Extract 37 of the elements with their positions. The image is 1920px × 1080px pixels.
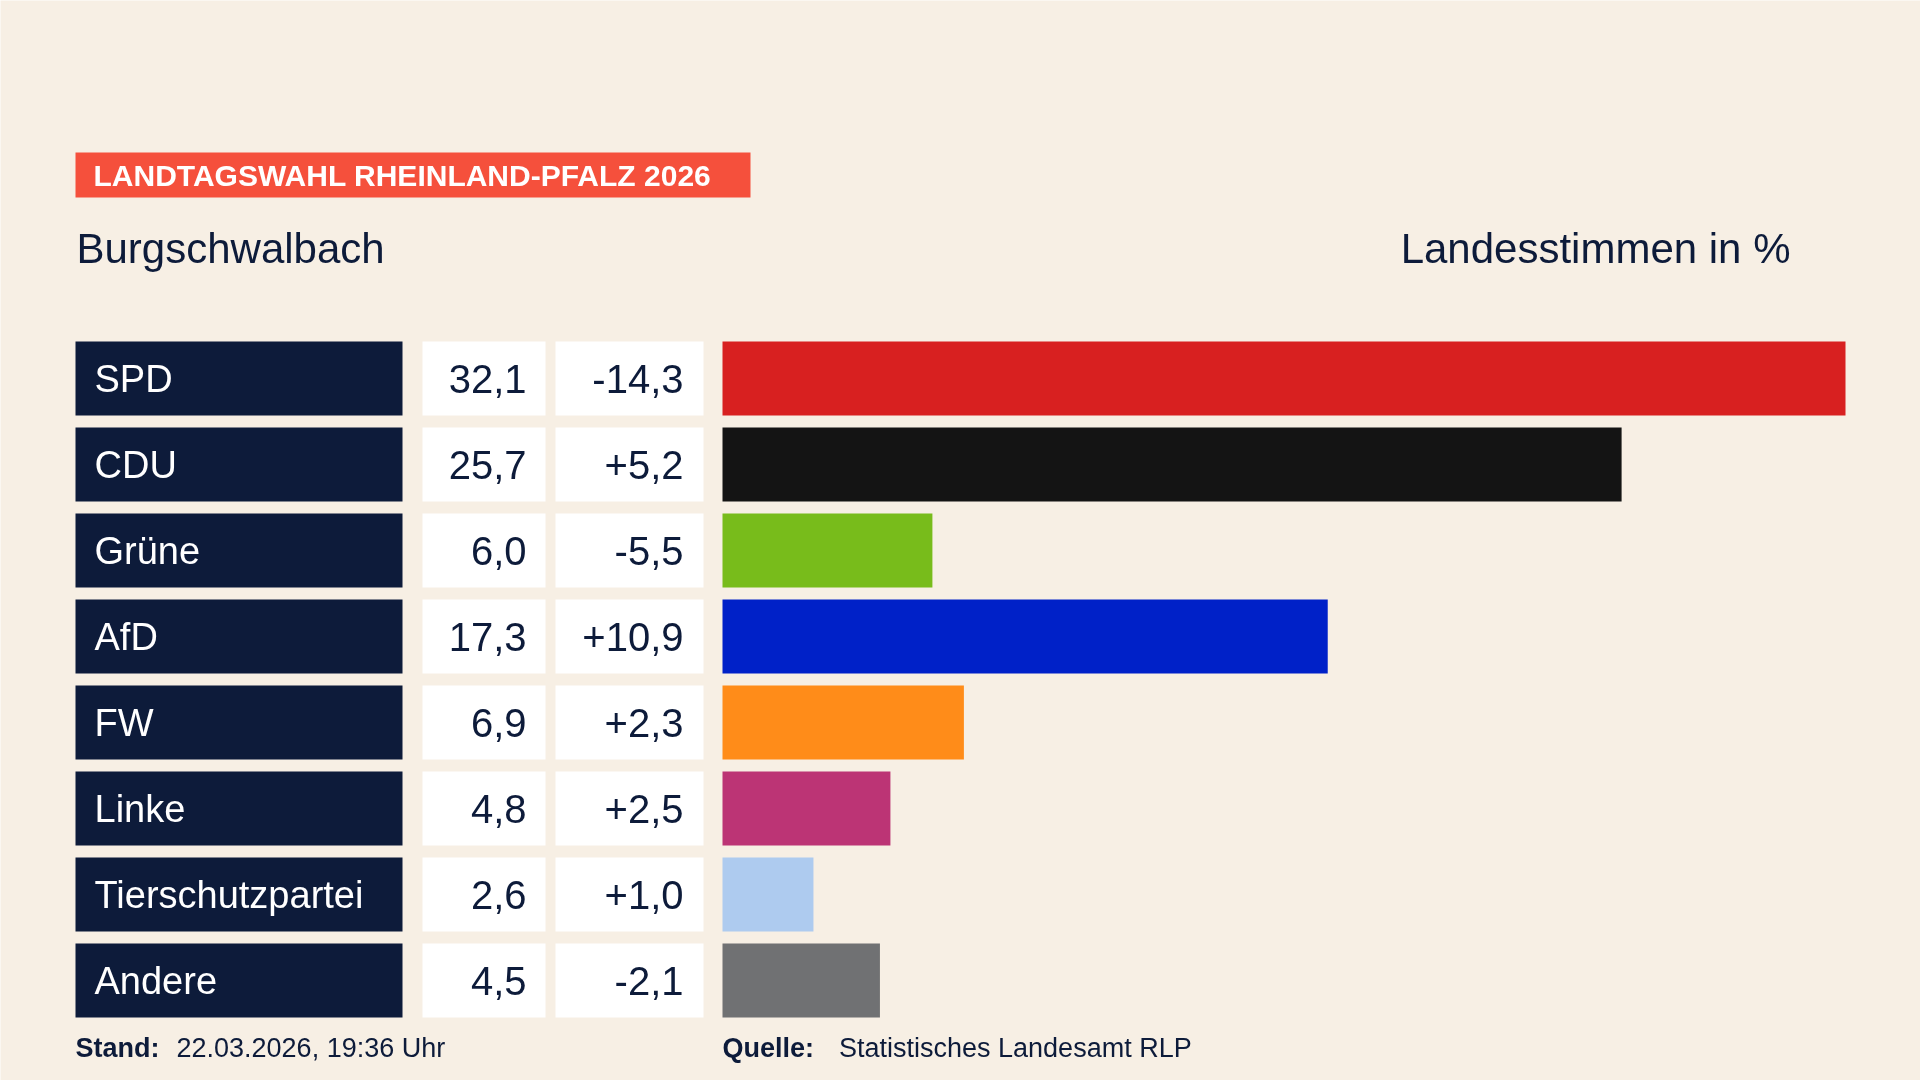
text: +2,5: [604, 786, 684, 831]
data-label: 32,1: [448, 356, 527, 401]
y-tick-label: Tierschutzpartei: [94, 873, 364, 916]
data-label: 17,3: [448, 614, 527, 659]
y-tick-label: FW: [94, 701, 154, 744]
text: +5,2: [604, 442, 684, 487]
bar: [722, 943, 880, 1018]
bar: [722, 427, 1622, 502]
text: +10,9: [582, 614, 684, 659]
data-label: 2,6: [470, 872, 527, 917]
text: LANDTAGSWAHL RHEINLAND-PFALZ 2026: [93, 159, 711, 192]
y-tick-label: AfD: [94, 615, 158, 658]
text: +2,3: [604, 700, 684, 745]
text: +1,0: [604, 872, 684, 917]
bar: [722, 513, 933, 588]
source-note: Quelle: Statistisches Landesamt RLP: [722, 1032, 1192, 1063]
bar: [722, 599, 1328, 674]
text: -14,3: [592, 356, 684, 401]
y-tick-label: Linke: [94, 787, 186, 830]
data-label: 25,7: [448, 442, 527, 487]
text: Stand: 22.03.2026, 19:36 Uhr: [75, 1032, 446, 1063]
bar: [722, 771, 891, 846]
x-axis-title: Landesstimmen in %: [1400, 225, 1791, 272]
y-tick-label: Andere: [94, 959, 218, 1002]
bar: [722, 685, 964, 760]
bar: [722, 341, 1846, 416]
text: Burgschwalbach: [76, 225, 385, 272]
y-tick-label: Grüne: [94, 529, 201, 572]
data-label: 6,9: [470, 700, 527, 745]
y-tick-label: CDU: [94, 443, 177, 486]
data-label: 4,8: [470, 786, 527, 831]
text: -2,1: [614, 958, 684, 1003]
text: -5,5: [614, 528, 684, 573]
data-label: 4,5: [470, 958, 527, 1003]
bar: [722, 857, 814, 932]
data-label: 6,0: [470, 528, 527, 573]
y-tick-label: SPD: [94, 357, 173, 400]
